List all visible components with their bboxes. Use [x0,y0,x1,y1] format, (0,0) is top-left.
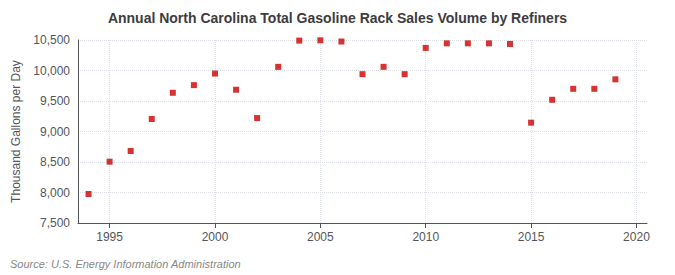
svg-text:1995: 1995 [96,230,123,244]
svg-text:Source: U.S. Energy Informatio: Source: U.S. Energy Information Administ… [10,258,241,270]
svg-text:2005: 2005 [307,230,334,244]
svg-text:Annual North Carolina Total Ga: Annual North Carolina Total Gasoline Rac… [108,10,567,26]
svg-text:2010: 2010 [412,230,439,244]
svg-text:7,500: 7,500 [40,216,70,230]
svg-text:8,500: 8,500 [40,155,70,169]
svg-text:9,500: 9,500 [40,94,70,108]
svg-text:9,000: 9,000 [40,125,70,139]
svg-text:10,500: 10,500 [33,33,70,47]
svg-text:2000: 2000 [202,230,229,244]
svg-text:10,000: 10,000 [33,64,70,78]
svg-text:Thousand Gallons per Day: Thousand Gallons per Day [9,60,23,203]
svg-text:2020: 2020 [623,230,650,244]
svg-text:8,000: 8,000 [40,186,70,200]
svg-text:2015: 2015 [518,230,545,244]
